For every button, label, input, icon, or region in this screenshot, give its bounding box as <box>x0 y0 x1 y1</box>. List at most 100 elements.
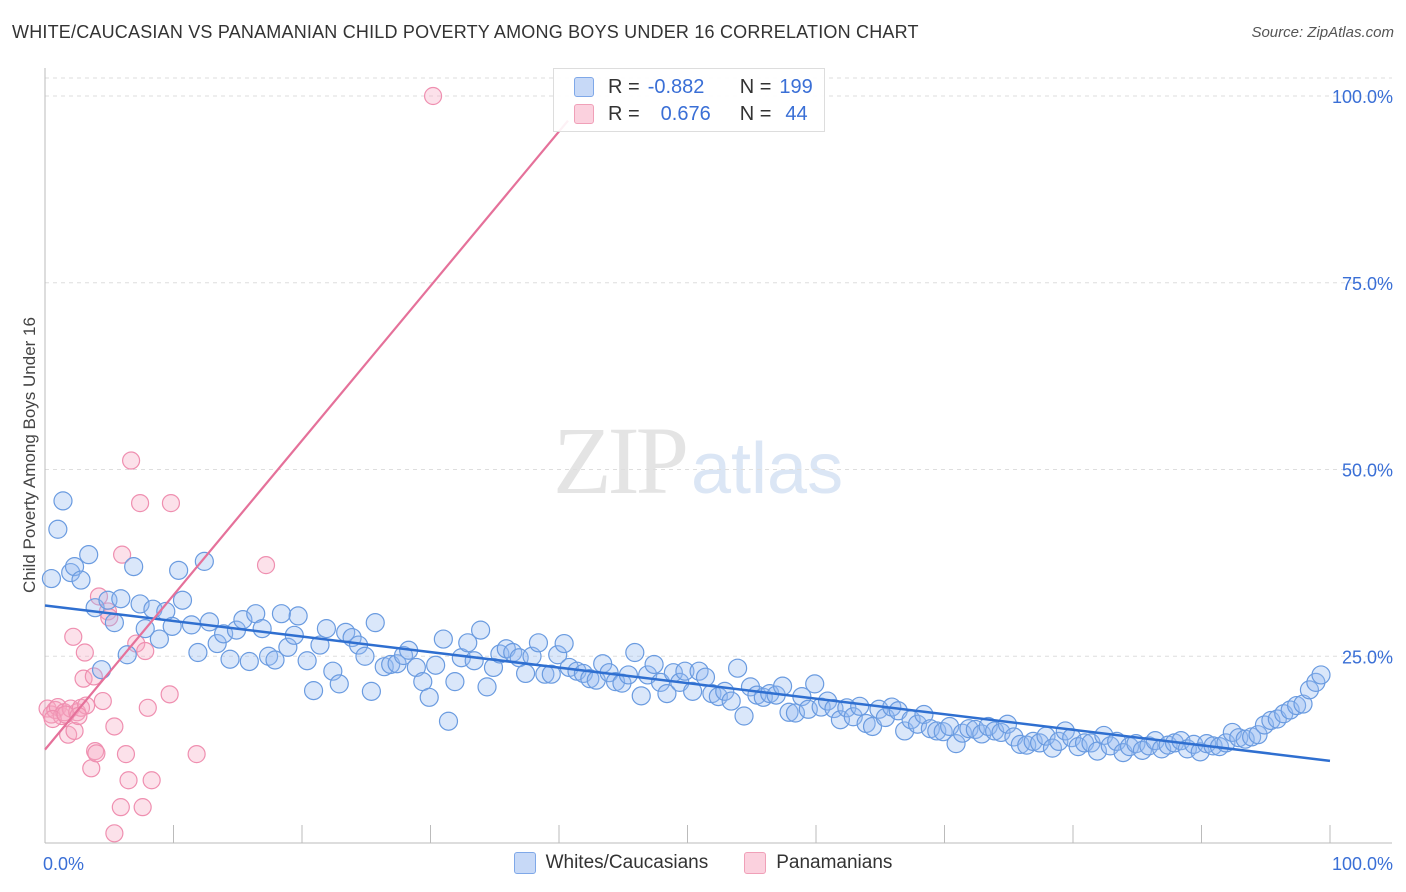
white-point <box>728 658 748 678</box>
white-point <box>805 674 825 694</box>
white-point <box>541 664 561 684</box>
white-point <box>361 681 381 701</box>
panamanian-point <box>112 545 132 564</box>
panamanian-point <box>138 698 157 717</box>
white-point <box>625 642 645 663</box>
white-point <box>959 719 979 739</box>
panamanian-point <box>423 86 443 106</box>
white-point <box>650 672 671 692</box>
white-point <box>316 619 337 639</box>
panamanian-point <box>105 717 124 736</box>
white-point <box>657 683 677 704</box>
panamanian-point <box>161 494 181 513</box>
legend-swatch-whites <box>513 852 536 874</box>
white-point <box>426 655 446 675</box>
white-point <box>515 663 536 684</box>
white-point <box>445 672 465 692</box>
y-tick-label: 50.0% <box>1342 461 1393 481</box>
white-point <box>785 703 806 723</box>
panamanian-point <box>136 641 155 661</box>
white-point <box>464 651 484 671</box>
white-point <box>683 681 703 701</box>
white-point <box>477 677 497 697</box>
legend-item-whites[interactable]: Whites/Caucasians <box>513 852 709 874</box>
white-point <box>41 568 62 589</box>
legend-n-value: 199 <box>779 75 813 98</box>
white-point <box>220 649 240 669</box>
white-point <box>265 650 285 670</box>
source-label: Source: ZipAtlas.com <box>1251 24 1394 41</box>
panamanian-point <box>121 451 141 470</box>
white-point <box>438 711 459 731</box>
white-point <box>111 589 131 609</box>
panamanian-point <box>119 771 138 790</box>
white-point <box>471 620 491 640</box>
white-point <box>130 594 150 614</box>
x-tick-label: 100.0% <box>1332 854 1393 874</box>
white-point <box>644 654 664 675</box>
white-point <box>1311 665 1331 685</box>
correlation-legend: R = -0.882 N = 199 R = 0.676 N = 44 <box>553 68 825 132</box>
white-point <box>927 721 947 741</box>
white-point <box>169 560 189 580</box>
legend-label-whites: Whites/Caucasians <box>545 852 709 873</box>
white-point <box>303 681 324 701</box>
white-trend-line <box>44 604 1331 763</box>
legend-swatch-panamanians <box>744 852 767 874</box>
white-point <box>194 551 214 571</box>
white-point <box>393 645 414 666</box>
white-point <box>79 545 99 565</box>
panamanian-point <box>111 798 130 817</box>
white-point <box>278 637 298 657</box>
panamanian-point <box>187 745 206 764</box>
white-point <box>721 691 741 711</box>
white-point <box>1049 731 1069 752</box>
white-point <box>1299 680 1320 700</box>
legend-item-panamanians[interactable]: Panamanians <box>744 852 892 874</box>
white-point <box>734 706 754 726</box>
white-point <box>1107 731 1127 752</box>
panamanian-point <box>93 691 112 711</box>
white-point <box>199 612 220 632</box>
white-point <box>71 570 91 590</box>
white-point <box>419 687 439 707</box>
white-point <box>355 646 375 666</box>
series-legend: Whites/Caucasians Panamanians <box>0 852 1406 874</box>
white-point <box>433 629 453 649</box>
white-point <box>329 674 349 694</box>
white-point <box>297 651 317 671</box>
white-point <box>188 642 208 663</box>
white-point <box>48 519 68 539</box>
white-point <box>1248 725 1268 745</box>
white-point <box>207 633 227 654</box>
white-point <box>933 722 953 742</box>
white-point <box>239 651 259 672</box>
white-point <box>149 629 169 649</box>
panamanian-point <box>142 771 161 790</box>
panamanian-point <box>160 685 179 704</box>
panamanian-point <box>87 744 106 763</box>
white-point <box>946 734 966 754</box>
white-point <box>779 702 799 722</box>
white-point <box>1293 694 1313 714</box>
white-point <box>850 696 870 716</box>
legend-row-whites: R = -0.882 N = 199 <box>574 74 813 100</box>
white-point <box>310 635 330 655</box>
white-point <box>91 660 112 680</box>
panamanian-point <box>64 627 83 646</box>
legend-n-label: N = <box>739 102 772 125</box>
white-point <box>117 645 137 665</box>
panamanian-point <box>105 824 124 843</box>
white-point <box>1286 695 1307 716</box>
white-point <box>631 686 651 706</box>
white-point <box>772 676 793 696</box>
y-tick-label: 25.0% <box>1342 647 1393 667</box>
legend-n-value: 44 <box>785 102 808 125</box>
legend-r-label: R = <box>608 75 640 98</box>
panamanian-point <box>75 643 94 662</box>
legend-swatch-whites <box>574 77 594 97</box>
watermark: ZIPatlas <box>553 405 843 516</box>
white-point <box>104 613 124 633</box>
watermark-zip: ZIP <box>553 407 689 514</box>
